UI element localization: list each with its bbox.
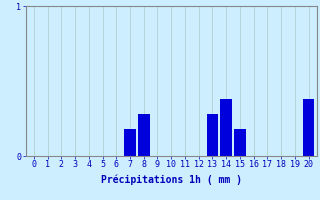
- Bar: [207, 114, 218, 156]
- Bar: [124, 129, 136, 156]
- X-axis label: Précipitations 1h ( mm ): Précipitations 1h ( mm ): [101, 175, 242, 185]
- Bar: [220, 99, 232, 156]
- Bar: [234, 129, 246, 156]
- Bar: [303, 99, 314, 156]
- Bar: [138, 114, 149, 156]
